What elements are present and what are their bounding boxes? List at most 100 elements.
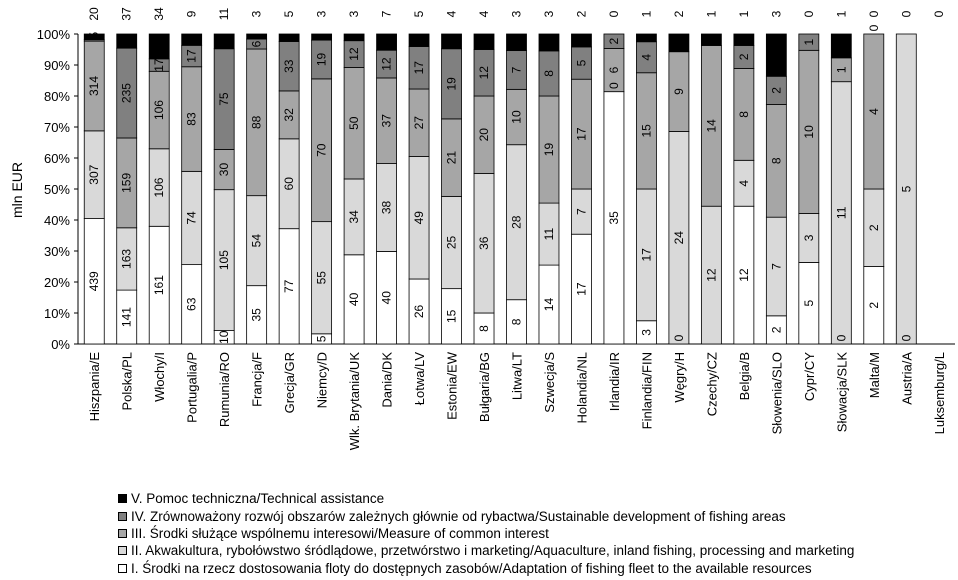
y-tick-label: 40%	[44, 213, 70, 228]
bar-segment	[506, 33, 527, 52]
top-value-label: 1	[737, 10, 751, 17]
x-tick-label: Irlandia/IR	[607, 352, 622, 411]
y-tick-label: 100%	[37, 27, 71, 42]
x-tick-label: Malta/M	[867, 352, 882, 398]
x-tick-label: Wlk. Brytania/UK	[347, 352, 362, 451]
segment-value-label: 2	[867, 302, 881, 309]
y-tick-label: 20%	[44, 275, 70, 290]
segment-value-label: 10	[510, 110, 524, 124]
segment-value-label: 25	[445, 236, 459, 250]
segment-value-label: 5	[315, 335, 329, 342]
segment-value-label: 0	[834, 334, 848, 341]
segment-value-label: 17	[639, 248, 653, 262]
segment-value-label: 21	[445, 151, 459, 165]
legend-item: III. Środki służące wspólnemu interesowi…	[118, 525, 948, 542]
x-tick-label: Słowacja/SLK	[834, 352, 849, 433]
bar-segment	[441, 33, 462, 50]
top-value-label: 3	[542, 10, 556, 17]
segment-value-label: 15	[639, 124, 653, 138]
y-tick-label: 10%	[44, 306, 70, 321]
legend-item: II. Akwakultura, rybołówstwo śródlądowe,…	[118, 542, 948, 559]
x-tick-label: Hiszpania/E	[87, 352, 102, 422]
x-tick-label: Rumunia/RO	[217, 352, 232, 427]
segment-value-label: 35	[250, 308, 264, 322]
x-tick-label: Włochy/I	[152, 352, 167, 402]
y-axis: 0% 10% 20% 30% 40% 50% 60% 70% 80% 90% 100%	[37, 27, 955, 352]
segment-value-label: 38	[380, 201, 394, 215]
legend-label: IV. Zrównoważony rozwój obszarów zależny…	[131, 508, 786, 524]
bars	[83, 33, 917, 345]
x-tick-label: Litwa/LT	[510, 352, 525, 400]
x-tick-label: Bułgaria/BG	[477, 352, 492, 422]
top-value-label: 0	[867, 10, 881, 17]
x-tick-label: Węgry/H	[672, 352, 687, 403]
segment-value-label: 5	[87, 33, 101, 40]
segment-value-label: 17	[574, 127, 588, 141]
top-value-label: 3	[250, 10, 264, 17]
bar-segment	[213, 33, 235, 50]
bar-segment	[343, 33, 365, 42]
x-tick-label: Holandia/NL	[574, 352, 589, 424]
segment-value-label: 5	[899, 185, 913, 192]
segment-value-label: 83	[185, 112, 199, 126]
segment-value-label: 235	[120, 83, 134, 103]
segment-value-label: 36	[477, 236, 491, 250]
segment-value-label: 439	[87, 271, 101, 291]
top-labels: 20 37 34 9 11 3 5 3 3 7 5 4 4 3 3 2 0 1 2 1 1 3 0 1 0 0 0	[87, 7, 946, 21]
segment-value-label: 17	[574, 282, 588, 296]
x-tick-label: Luksemburg/L	[932, 352, 947, 434]
legend-label: V. Pomoc techniczna/Technical assistance	[131, 491, 385, 507]
segment-value-label: 0	[704, 36, 718, 43]
segment-value-label: 14	[704, 119, 718, 133]
top-value-label: 37	[120, 7, 134, 21]
segment-value-label: 0	[672, 42, 686, 49]
bar-segment	[376, 33, 397, 51]
x-tick-label: Francja/F	[250, 352, 265, 407]
y-tick-label: 80%	[44, 89, 70, 104]
bar-segment	[408, 33, 430, 47]
top-value-label: 5	[282, 10, 296, 17]
segment-value-label: 0	[607, 82, 621, 89]
bar-segment	[181, 33, 203, 46]
x-tick-label: Cypr/CY	[802, 352, 817, 401]
segment-value-label: 8	[737, 111, 751, 118]
segment-value-label: 1	[834, 66, 848, 73]
segment-value-label: 74	[185, 211, 199, 225]
y-tick-label: 60%	[44, 151, 70, 166]
segment-value-label: 19	[445, 77, 459, 91]
top-value-label: 0	[802, 10, 816, 17]
segment-value-label: 7	[769, 263, 783, 270]
bar-segment	[765, 33, 787, 77]
x-tick-label: Niemcy/D	[315, 352, 330, 408]
segment-value-label: 8	[542, 70, 556, 77]
segment-value-label: 40	[347, 292, 361, 306]
top-value-label: 5	[412, 10, 426, 17]
top-value-label: 3	[769, 10, 783, 17]
segment-value-label: 17	[152, 58, 166, 72]
legend-label: II. Akwakultura, rybołówstwo śródlądowe,…	[131, 543, 855, 559]
stacked-bar-chart: mln EUR 0%10%20%30%40%50%60%70%80%90%100…	[9, 7, 955, 451]
segment-value-label: 5	[87, 31, 101, 38]
segment-value-label: 5	[802, 300, 816, 307]
segment-value-label: 12	[704, 268, 718, 282]
bar-segment	[668, 33, 690, 53]
segment-value-label: 159	[120, 173, 134, 193]
top-value-label: 1	[834, 10, 848, 17]
legend-swatch	[118, 563, 127, 573]
segment-value-label: 11	[542, 228, 556, 241]
segment-value-label: 63	[185, 297, 199, 311]
bar-segment	[538, 33, 560, 52]
segment-value-label: 54	[250, 234, 264, 248]
x-tick-label: Łotwa/LV	[412, 352, 427, 406]
x-tick-label: Finlandia/FIN	[639, 352, 654, 429]
segment-value-label: 4	[867, 108, 881, 115]
x-tick-label: Belgia/B	[737, 352, 752, 400]
top-value-label: 2	[672, 10, 686, 17]
segment-value-label: 307	[87, 164, 101, 184]
segment-value-label: 5	[574, 59, 588, 66]
segment-value-label: 32	[282, 108, 296, 122]
segment-value-label: 27	[412, 116, 426, 130]
bar-segment	[571, 33, 592, 48]
legend-item: IV. Zrównoważony rozwój obszarów zależny…	[118, 507, 948, 524]
segment-value-label: 24	[672, 231, 686, 245]
